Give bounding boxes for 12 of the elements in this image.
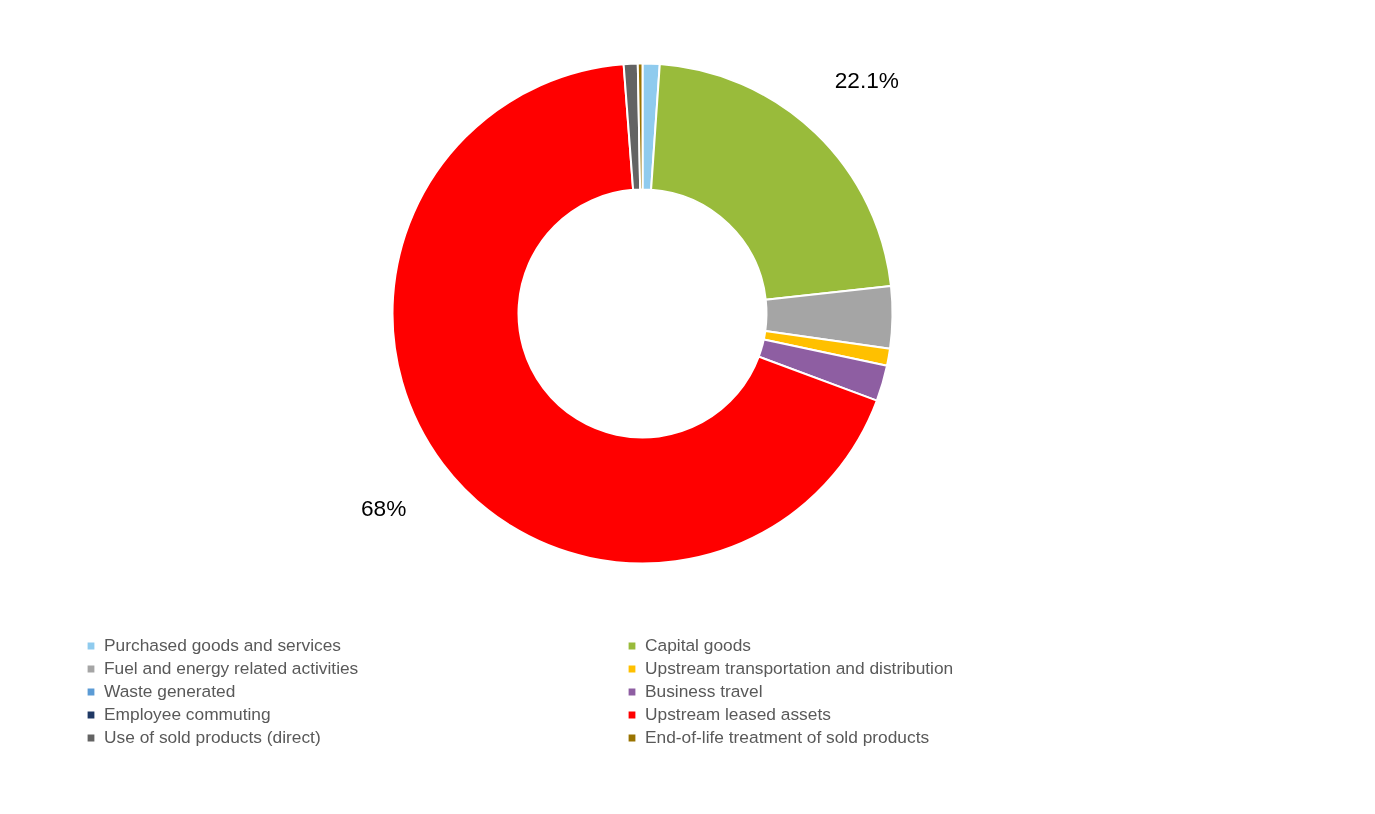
legend-label: Purchased goods and services xyxy=(104,635,342,656)
legend-label: Upstream transportation and distribution xyxy=(645,658,955,679)
data-label: 68% xyxy=(360,495,407,522)
legend-label: Use of sold products (direct) xyxy=(104,727,322,748)
legend-label: Upstream leased assets xyxy=(645,704,832,725)
legend-label: Employee commuting xyxy=(104,704,272,725)
legend-label: End-of-life treatment of sold products xyxy=(645,727,931,748)
legend-label: Fuel and energy related activities xyxy=(104,658,360,679)
legend-label: Business travel xyxy=(645,681,764,702)
legend-label: Capital goods xyxy=(645,635,752,656)
data-label: 22.1% xyxy=(834,66,899,93)
legend-label: Waste generated xyxy=(104,681,237,702)
